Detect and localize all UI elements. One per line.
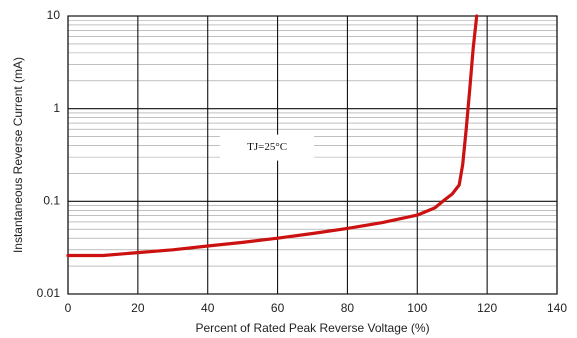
y-tick-label: 0.1 — [43, 194, 60, 208]
x-tick-label: 20 — [131, 301, 145, 315]
x-tick-label: 60 — [271, 301, 285, 315]
x-tick-label: 120 — [477, 301, 497, 315]
x-axis-label: Percent of Rated Peak Reverse Voltage (%… — [195, 321, 429, 335]
annotation-text: TJ=25°C — [247, 141, 287, 153]
x-tick-label: 100 — [407, 301, 427, 315]
y-tick-label: 10 — [47, 8, 61, 22]
x-tick-label: 140 — [547, 301, 567, 315]
y-tick-label: 0.01 — [37, 286, 61, 300]
x-tick-label: 40 — [201, 301, 215, 315]
annotation: TJ=25°C — [220, 134, 315, 161]
x-tick-label: 0 — [65, 301, 72, 315]
x-tick-label: 80 — [341, 301, 355, 315]
annotation-box — [220, 134, 315, 161]
y-axis: 0.01 0.1 1 10 — [37, 8, 61, 300]
x-axis: 0 20 40 60 80 100 120 140 — [65, 301, 568, 315]
y-axis-label: Instantaneous Reverse Current (mA) — [11, 57, 25, 253]
y-tick-label: 1 — [53, 101, 60, 115]
plot-area — [67, 15, 558, 295]
series-line — [66, 14, 479, 258]
